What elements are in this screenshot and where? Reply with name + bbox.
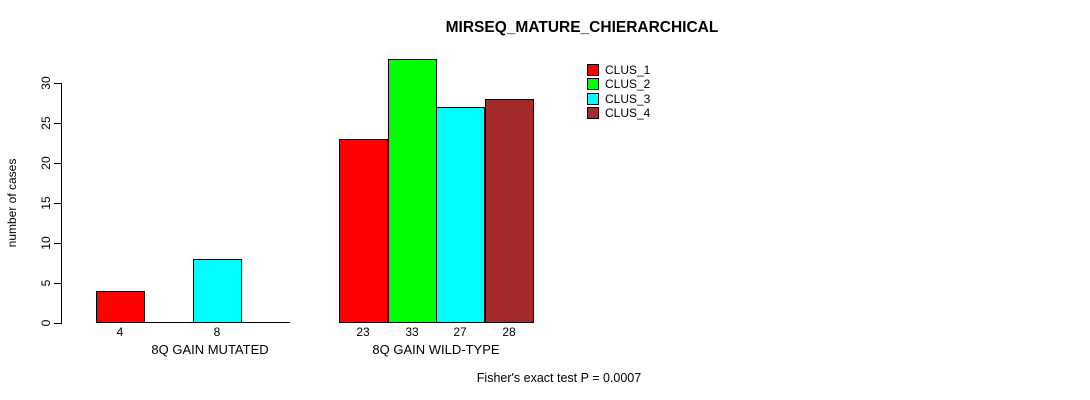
y-axis-tick-label: 10 [39,236,53,250]
y-axis-tick-label: 20 [39,156,53,170]
category-label: 8Q GAIN MUTATED [151,342,269,357]
legend-color-swatch [587,106,599,119]
bar-clus-1-8q-gain-mutated [96,291,145,323]
bar-value-label: 23 [356,325,370,339]
bar-value-label: 27 [453,325,467,339]
bar-value-label: 28 [502,325,516,339]
legend-item: CLUS_2 [587,77,651,92]
bar-value-label: 33 [405,325,419,339]
y-axis-tick [54,283,61,284]
y-axis-line [61,83,62,324]
y-axis-tick [54,123,61,124]
y-axis-tick [54,163,61,164]
legend-item: CLUS_4 [587,105,651,120]
bar-clus-2-8q-gain-wild-type [388,59,437,323]
y-axis-label: number of cases [5,158,19,248]
bar-value-label: 4 [116,325,124,339]
y-axis-tick [54,243,61,244]
bar-value-label: 8 [213,325,221,339]
legend-color-swatch [587,92,599,105]
y-axis-tick-label: 30 [39,76,53,90]
y-axis-tick [54,83,61,84]
legend: CLUS_1 CLUS_2 CLUS_3 CLUS_4 [587,64,650,121]
y-axis-tick-label: 5 [39,279,53,287]
y-axis-tick-label: 15 [39,196,53,210]
legend-color-swatch [587,64,599,76]
bar-clus-3-8q-gain-mutated [193,259,242,323]
bar-clus-1-8q-gain-wild-type [339,139,388,323]
legend-color-swatch [587,78,599,91]
legend-item: CLUS_1 [587,64,650,76]
y-axis-tick-label: 25 [39,116,53,130]
legend-item: CLUS_3 [587,91,651,106]
legend-label: CLUS_2 [605,77,651,92]
y-axis-tick-label: 0 [39,319,53,327]
legend-label: CLUS_3 [605,91,651,106]
legend-label: CLUS_1 [605,63,651,77]
bar-clus-3-8q-gain-wild-type [436,107,485,323]
chart-title: MIRSEQ_MATURE_CHIERARCHICAL [445,19,719,36]
y-axis-tick [54,203,61,204]
legend-label: CLUS_4 [605,105,651,120]
annotation-text: Fisher's exact test P = 0.0007 [476,371,642,385]
y-axis-tick [54,323,61,324]
category-label: 8Q GAIN WILD-TYPE [372,342,500,357]
bar-clus-4-8q-gain-wild-type [485,99,534,323]
